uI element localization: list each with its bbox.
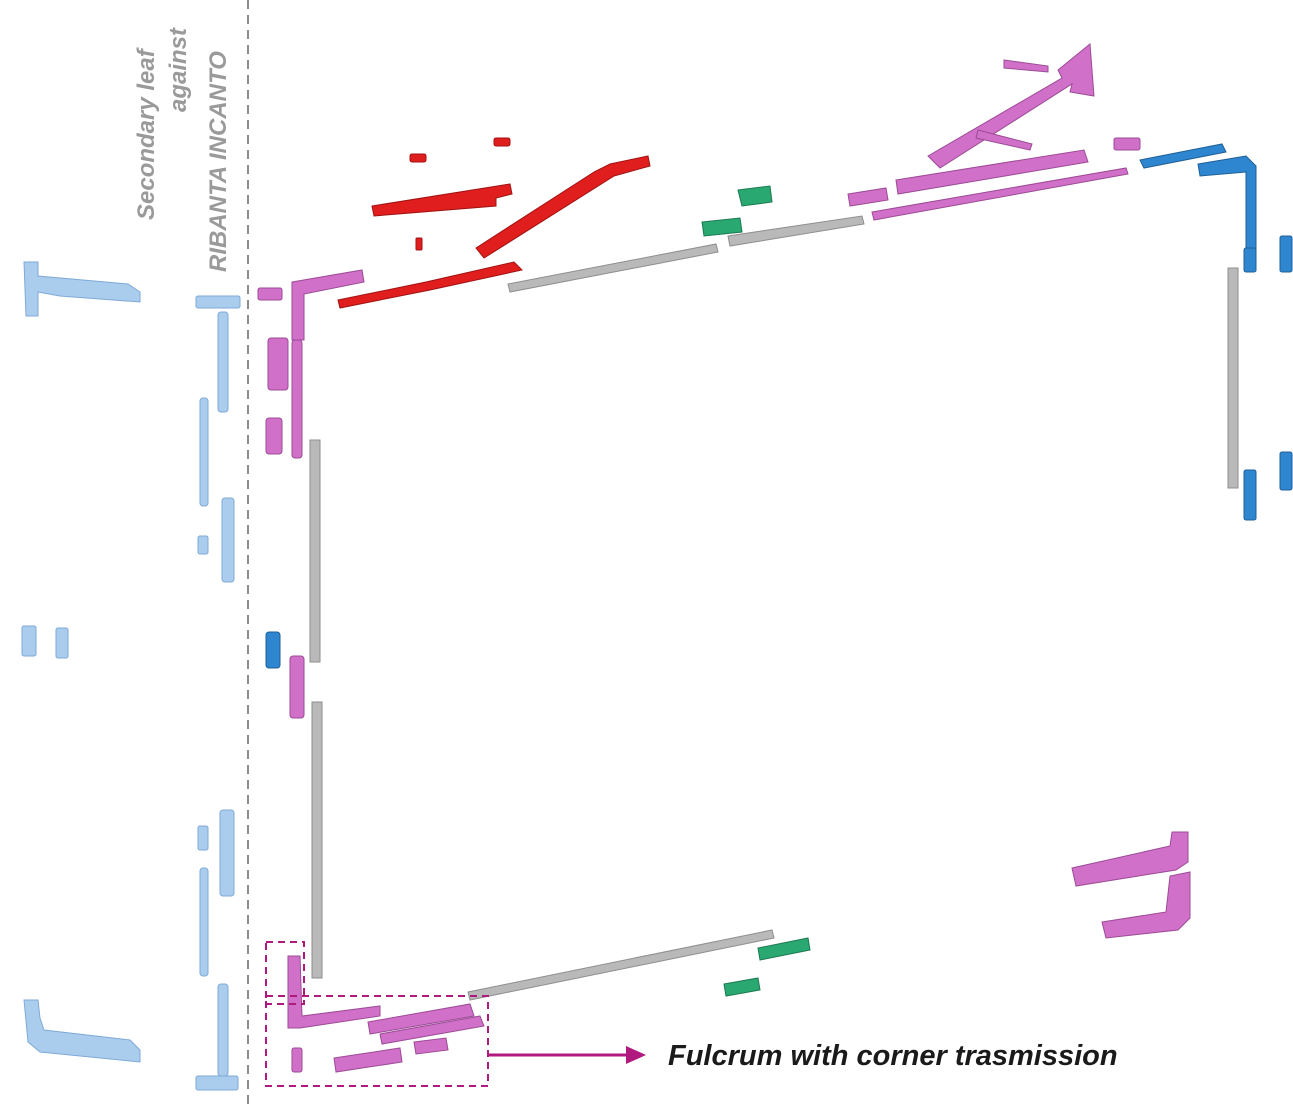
secondary-leaf-keeper-2	[55, 627, 69, 659]
green-parts	[701, 185, 811, 997]
callout-arrow-head	[626, 1046, 646, 1064]
secondary-leaf-keeper-1	[21, 625, 37, 657]
blue-top-right-corner	[1197, 155, 1257, 251]
green-keeper-1	[737, 185, 773, 207]
magenta-right-corner-1	[1071, 831, 1189, 887]
blue-right-keeper-2	[1279, 235, 1293, 273]
secondary-leaf-top-corner	[23, 261, 141, 317]
left-rod-upper	[309, 439, 321, 663]
secondary-leaf-label-line2: against	[165, 27, 192, 112]
red-small-pin	[415, 237, 423, 251]
callout-box-vertical	[265, 941, 305, 1005]
red-clip-1	[409, 153, 427, 163]
top-rod-2	[727, 215, 865, 247]
red-parts	[337, 137, 651, 309]
blue-left-keeper	[265, 631, 281, 669]
magenta-top-rail-1	[847, 187, 889, 207]
magenta-left-bracket-1	[267, 337, 289, 391]
secondary-leaf-label-line1: Secondary leaf	[133, 49, 160, 220]
secondary-leaf-rail-6	[217, 983, 229, 1077]
blue-right-keeper-1	[1243, 247, 1257, 273]
magenta-parts	[257, 43, 1191, 1073]
secondary-leaf-top-bracket	[195, 295, 241, 309]
magenta-left-upper-rail	[291, 339, 303, 459]
secondary-leaf-small-1	[197, 535, 209, 555]
blue-top-arm	[1139, 143, 1227, 169]
magenta-fulcrum-rail-4	[413, 1037, 449, 1055]
secondary-leaf-bottom-bracket	[195, 1075, 239, 1091]
callout-label: Fulcrum with corner trasmission	[668, 1040, 1118, 1072]
green-keeper-2	[701, 217, 743, 237]
secondary-leaf-bottom-corner	[23, 999, 141, 1063]
secondary-leaf-rail-5	[199, 867, 209, 977]
secondary-leaf-parts	[21, 261, 241, 1091]
red-long-arm-2	[337, 261, 524, 309]
fulcrum-callout	[265, 941, 646, 1087]
left-rod-lower	[311, 701, 323, 979]
green-keeper-4	[723, 977, 761, 997]
secondary-leaf-rail-4	[219, 809, 235, 897]
right-rod	[1227, 267, 1239, 489]
magenta-fulcrum-corner	[287, 955, 381, 1029]
green-keeper-3	[757, 937, 811, 961]
magenta-top-left-corner	[291, 269, 365, 341]
red-diagonal-arm	[475, 155, 651, 259]
magenta-left-bracket-2	[265, 417, 283, 455]
magenta-top-rail-2	[895, 149, 1089, 195]
magenta-top-rail-3	[871, 167, 1129, 221]
magenta-top-corner-clip	[1113, 137, 1141, 151]
magenta-fulcrum-pin	[291, 1047, 303, 1073]
blue-right-keeper-4	[1279, 451, 1293, 491]
secondary-leaf-rail-1	[217, 311, 229, 413]
red-clip-2	[493, 137, 511, 147]
bottom-rod	[467, 929, 775, 1001]
magenta-stay-branch	[1003, 59, 1049, 73]
top-rod-1	[507, 243, 719, 293]
magenta-right-corner-2	[1101, 871, 1191, 939]
connecting-rods	[309, 215, 1239, 1001]
secondary-leaf-label-line3: RIBANTA INCANTO	[205, 51, 232, 272]
secondary-leaf-rail-2	[199, 397, 209, 507]
magenta-fulcrum-rail-1	[367, 1003, 475, 1035]
magenta-left-mid-part	[289, 655, 305, 719]
magenta-fulcrum-rail-3	[333, 1047, 403, 1073]
blue-right-keeper-3	[1243, 469, 1257, 521]
callout-box-horizontal	[265, 995, 489, 1087]
magenta-stay-link	[975, 129, 1033, 151]
magenta-fulcrum-rail-2	[379, 1015, 485, 1045]
secondary-leaf-rail-3	[221, 497, 235, 583]
magenta-top-left-clip	[257, 287, 283, 301]
secondary-leaf-small-2	[197, 825, 209, 851]
red-long-arm-1	[371, 183, 513, 217]
blue-parts	[265, 143, 1293, 669]
